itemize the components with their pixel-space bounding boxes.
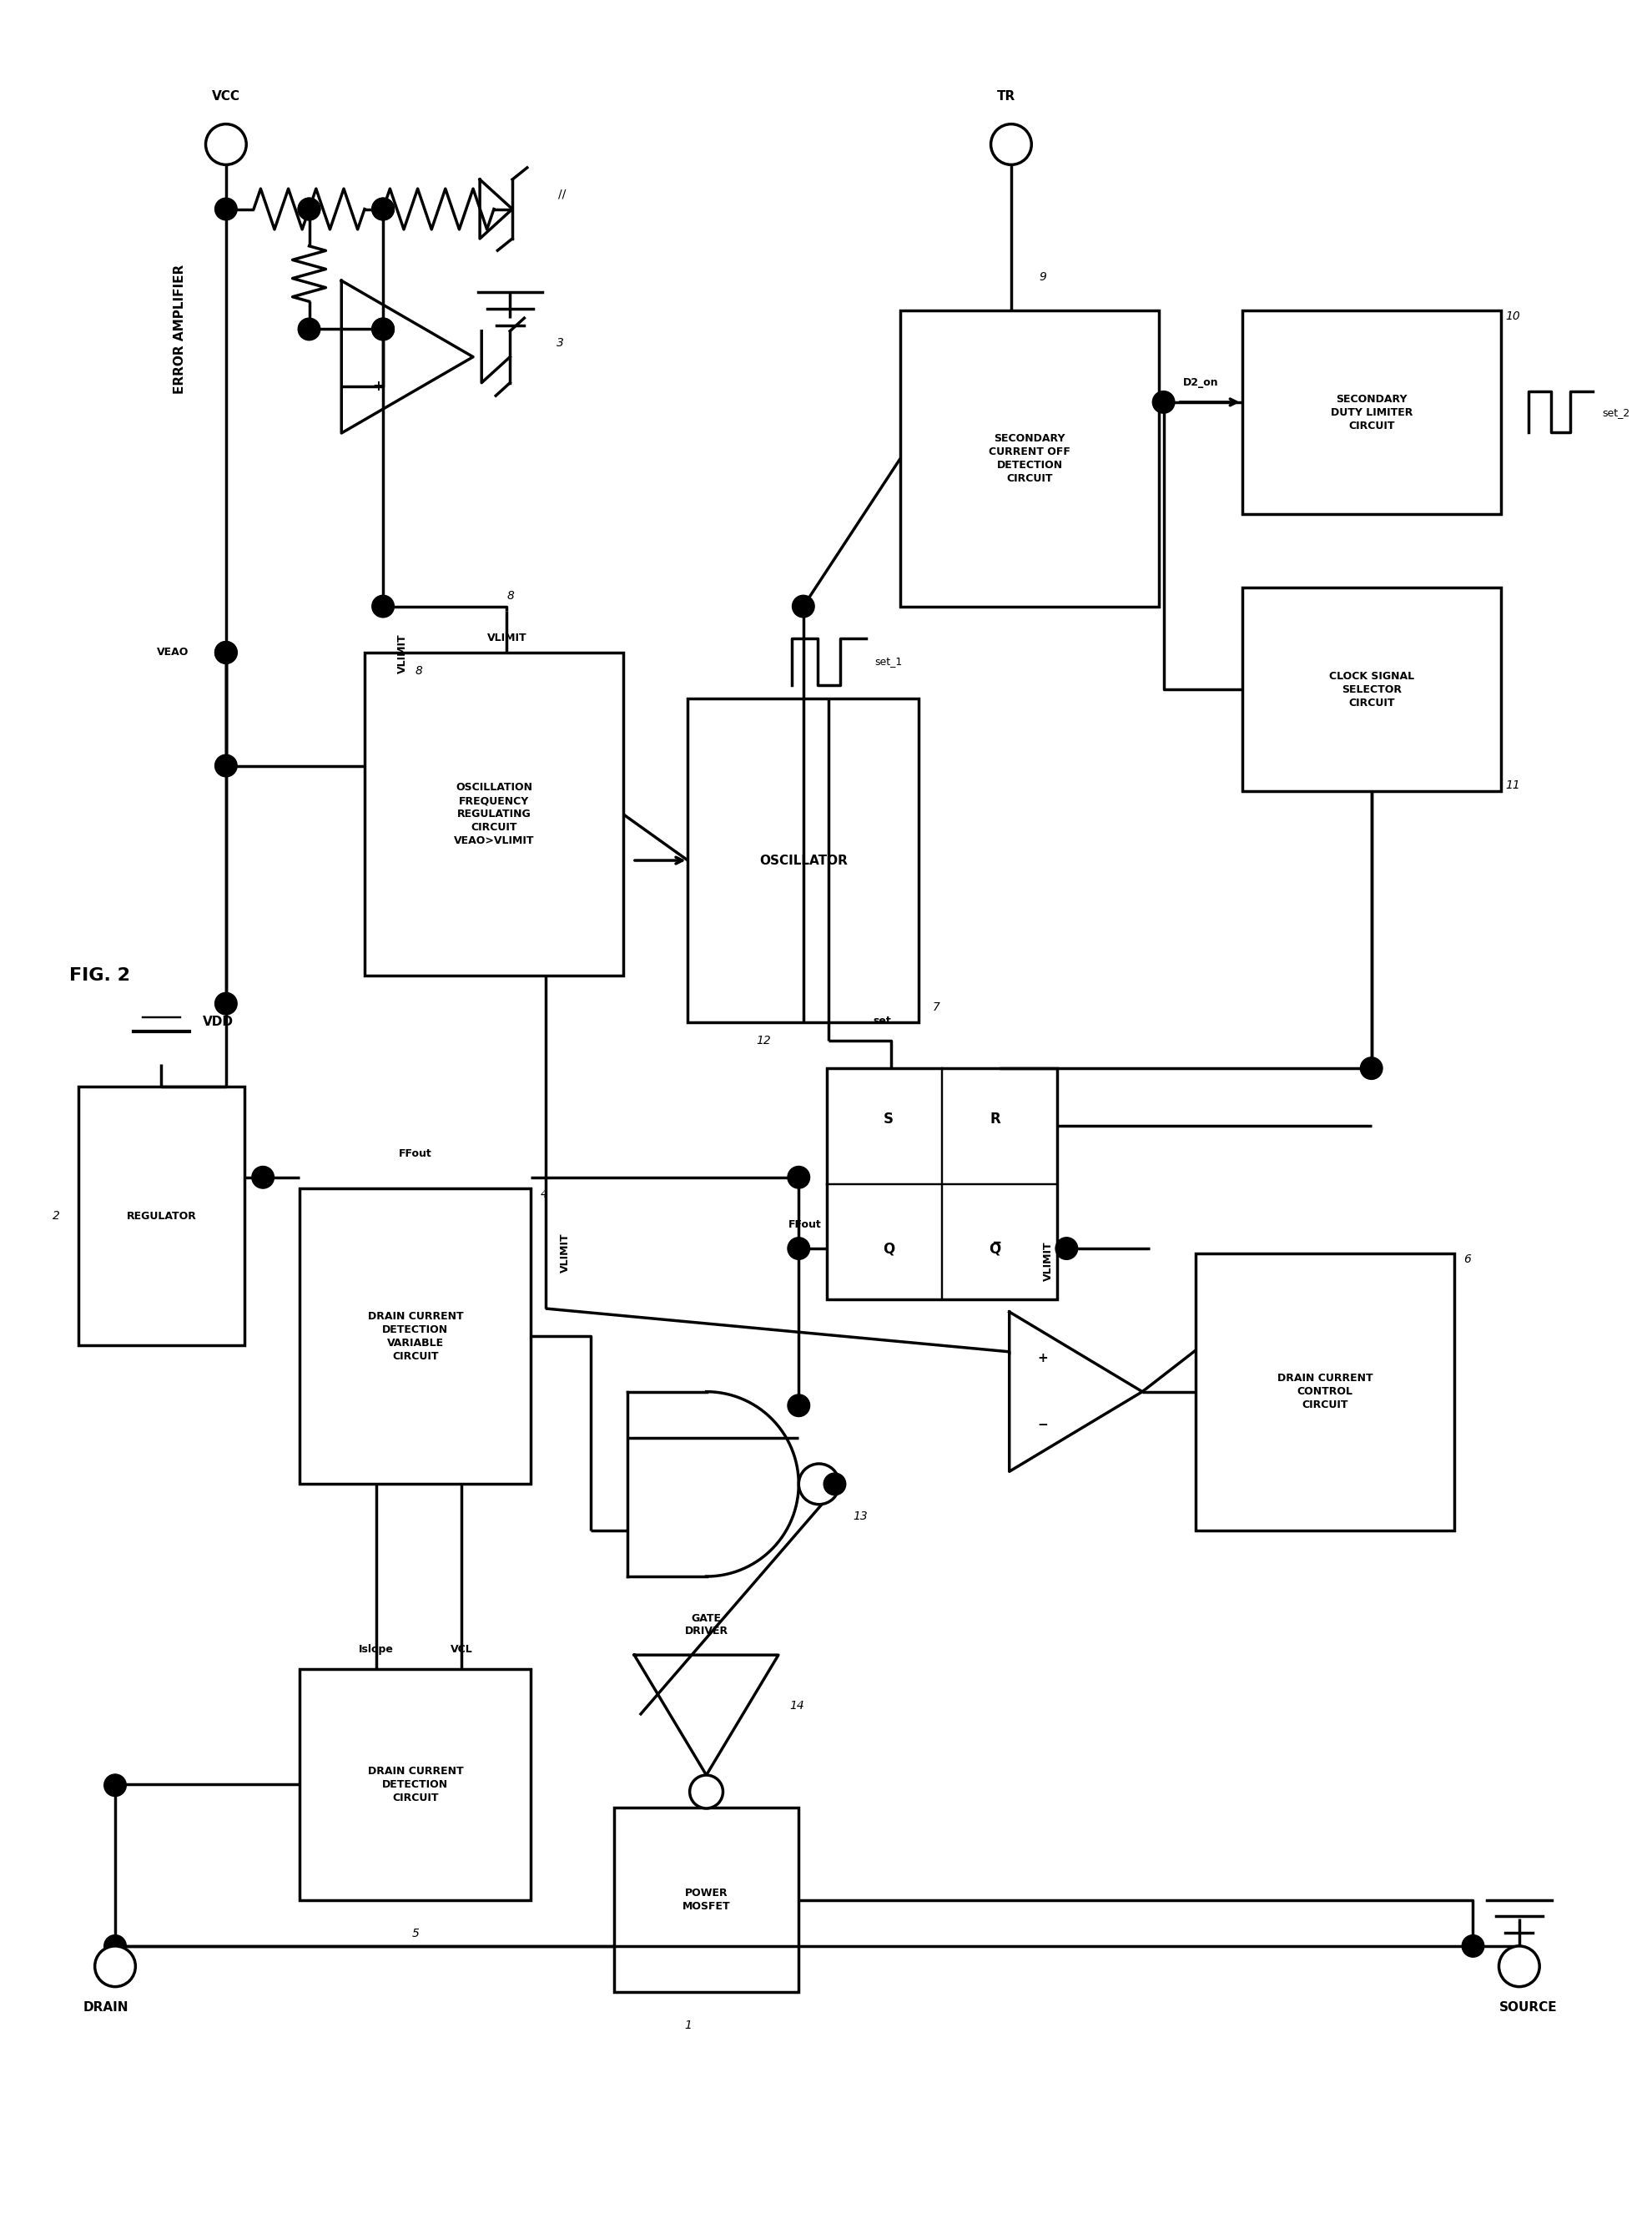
Text: set: set bbox=[872, 1016, 890, 1028]
Circle shape bbox=[372, 319, 393, 341]
Circle shape bbox=[1462, 1935, 1483, 1957]
Circle shape bbox=[788, 1166, 809, 1188]
Text: 2: 2 bbox=[53, 1210, 59, 1221]
Bar bbox=[687, 698, 919, 1023]
Circle shape bbox=[1498, 1946, 1538, 1986]
Circle shape bbox=[372, 319, 393, 341]
Text: 14: 14 bbox=[790, 1701, 805, 1712]
Text: +: + bbox=[1037, 1353, 1047, 1364]
Circle shape bbox=[791, 595, 814, 617]
Bar bbox=[826, 1068, 1057, 1300]
Text: D2_on: D2_on bbox=[1183, 377, 1218, 388]
Bar bbox=[1241, 310, 1500, 515]
Text: CLOCK SIGNAL
SELECTOR
CIRCUIT: CLOCK SIGNAL SELECTOR CIRCUIT bbox=[1328, 671, 1414, 709]
Circle shape bbox=[788, 1395, 809, 1418]
Text: DRAIN CURRENT
CONTROL
CIRCUIT: DRAIN CURRENT CONTROL CIRCUIT bbox=[1277, 1373, 1373, 1411]
Text: VEAO: VEAO bbox=[157, 646, 188, 658]
Text: set_2: set_2 bbox=[1601, 408, 1629, 417]
Text: //: // bbox=[558, 187, 567, 201]
Text: VLIMIT: VLIMIT bbox=[1042, 1242, 1052, 1282]
Text: POWER
MOSFET: POWER MOSFET bbox=[682, 1888, 730, 1912]
Text: Q: Q bbox=[882, 1242, 894, 1255]
Text: VLIMIT: VLIMIT bbox=[396, 633, 408, 673]
Bar bbox=[900, 310, 1158, 606]
Circle shape bbox=[104, 1774, 126, 1797]
Circle shape bbox=[297, 198, 320, 221]
Text: 12: 12 bbox=[757, 1034, 770, 1045]
Text: VDD: VDD bbox=[203, 1016, 233, 1028]
Bar bbox=[1241, 588, 1500, 791]
Text: FFout: FFout bbox=[788, 1219, 821, 1230]
Text: GATE
DRIVER: GATE DRIVER bbox=[684, 1614, 729, 1636]
Circle shape bbox=[372, 595, 393, 617]
Circle shape bbox=[297, 198, 320, 221]
Text: REGULATOR: REGULATOR bbox=[126, 1210, 197, 1221]
Circle shape bbox=[297, 319, 320, 341]
Circle shape bbox=[215, 642, 236, 664]
Bar bbox=[299, 1188, 530, 1485]
Text: DRAIN CURRENT
DETECTION
CIRCUIT: DRAIN CURRENT DETECTION CIRCUIT bbox=[367, 1765, 463, 1803]
Text: SOURCE: SOURCE bbox=[1498, 2002, 1556, 2015]
Text: 10: 10 bbox=[1505, 310, 1520, 323]
Circle shape bbox=[215, 642, 236, 664]
Text: −: − bbox=[372, 319, 383, 334]
Text: 5: 5 bbox=[411, 1928, 420, 1939]
Circle shape bbox=[251, 1166, 274, 1188]
Text: S: S bbox=[884, 1112, 894, 1126]
Text: 13: 13 bbox=[852, 1511, 867, 1522]
Text: 8: 8 bbox=[507, 591, 514, 602]
Text: DRAIN: DRAIN bbox=[83, 2002, 129, 2015]
Bar bbox=[78, 1088, 244, 1346]
Text: FIG. 2: FIG. 2 bbox=[69, 967, 131, 985]
Circle shape bbox=[1151, 390, 1175, 412]
Text: set_1: set_1 bbox=[874, 655, 902, 666]
Text: Q̅: Q̅ bbox=[988, 1242, 1001, 1255]
Text: SECONDARY
CURRENT OFF
DETECTION
CIRCUIT: SECONDARY CURRENT OFF DETECTION CIRCUIT bbox=[988, 432, 1070, 484]
Circle shape bbox=[215, 992, 236, 1014]
Bar bbox=[299, 1670, 530, 1899]
Circle shape bbox=[1360, 1057, 1381, 1079]
Circle shape bbox=[1056, 1237, 1077, 1259]
Circle shape bbox=[798, 1464, 839, 1505]
Text: Islope: Islope bbox=[358, 1645, 393, 1654]
Text: TR: TR bbox=[996, 91, 1016, 103]
Text: 4: 4 bbox=[540, 1188, 547, 1199]
Circle shape bbox=[205, 125, 246, 165]
Text: +: + bbox=[372, 379, 383, 395]
Text: ERROR AMPLIFIER: ERROR AMPLIFIER bbox=[173, 265, 187, 395]
Text: −: − bbox=[1037, 1418, 1047, 1431]
Circle shape bbox=[372, 198, 393, 221]
Text: OSCILLATION
FREQUENCY
REGULATING
CIRCUIT
VEAO>VLIMIT: OSCILLATION FREQUENCY REGULATING CIRCUIT… bbox=[453, 782, 534, 847]
Circle shape bbox=[215, 198, 236, 221]
Circle shape bbox=[823, 1473, 846, 1496]
Text: FFout: FFout bbox=[398, 1148, 431, 1159]
Text: DRAIN CURRENT
DETECTION
VARIABLE
CIRCUIT: DRAIN CURRENT DETECTION VARIABLE CIRCUIT bbox=[367, 1311, 463, 1362]
Circle shape bbox=[788, 1237, 809, 1259]
Text: 6: 6 bbox=[1464, 1253, 1470, 1264]
Text: 7: 7 bbox=[932, 1001, 940, 1012]
Circle shape bbox=[215, 756, 236, 778]
Circle shape bbox=[990, 125, 1031, 165]
Text: 9: 9 bbox=[1039, 272, 1046, 283]
Bar bbox=[613, 1808, 798, 1993]
Bar bbox=[365, 653, 623, 976]
Text: 11: 11 bbox=[1505, 780, 1520, 791]
Circle shape bbox=[372, 198, 393, 221]
Text: VCC: VCC bbox=[211, 91, 240, 103]
Text: R: R bbox=[990, 1112, 999, 1126]
Text: 3: 3 bbox=[557, 337, 563, 350]
Circle shape bbox=[94, 1946, 135, 1986]
Bar bbox=[1196, 1253, 1454, 1531]
Text: 8: 8 bbox=[415, 664, 423, 678]
Text: SECONDARY
DUTY LIMITER
CIRCUIT: SECONDARY DUTY LIMITER CIRCUIT bbox=[1330, 395, 1412, 430]
Text: 1: 1 bbox=[684, 2019, 691, 2031]
Text: VLIMIT: VLIMIT bbox=[558, 1233, 570, 1273]
Text: VLIMIT: VLIMIT bbox=[487, 633, 527, 644]
Text: VCL: VCL bbox=[449, 1645, 472, 1654]
Text: OSCILLATOR: OSCILLATOR bbox=[758, 854, 847, 867]
Circle shape bbox=[689, 1774, 722, 1808]
Circle shape bbox=[104, 1935, 126, 1957]
